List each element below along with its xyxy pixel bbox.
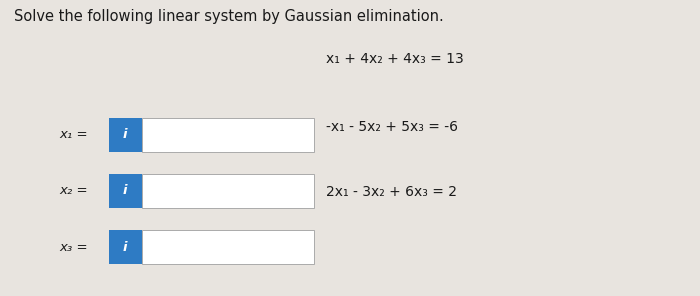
Text: x₁ + 4x₂ + 4x₃ = 13: x₁ + 4x₂ + 4x₃ = 13 (326, 52, 463, 66)
Text: -x₁ - 5x₂ + 5x₃ = -6: -x₁ - 5x₂ + 5x₃ = -6 (326, 120, 458, 134)
FancyBboxPatch shape (142, 230, 314, 264)
Text: x₃ =: x₃ = (60, 241, 88, 254)
Text: x₂ =: x₂ = (60, 184, 88, 197)
FancyBboxPatch shape (108, 118, 142, 152)
FancyBboxPatch shape (142, 118, 314, 152)
Text: x₁ =: x₁ = (60, 128, 88, 141)
FancyBboxPatch shape (108, 230, 142, 264)
Text: 2x₁ - 3x₂ + 6x₃ = 2: 2x₁ - 3x₂ + 6x₃ = 2 (326, 185, 456, 200)
Text: i: i (123, 241, 127, 254)
FancyBboxPatch shape (108, 174, 142, 208)
FancyBboxPatch shape (142, 174, 314, 208)
Text: i: i (123, 128, 127, 141)
Text: i: i (123, 184, 127, 197)
Text: Solve the following linear system by Gaussian elimination.: Solve the following linear system by Gau… (14, 9, 444, 24)
